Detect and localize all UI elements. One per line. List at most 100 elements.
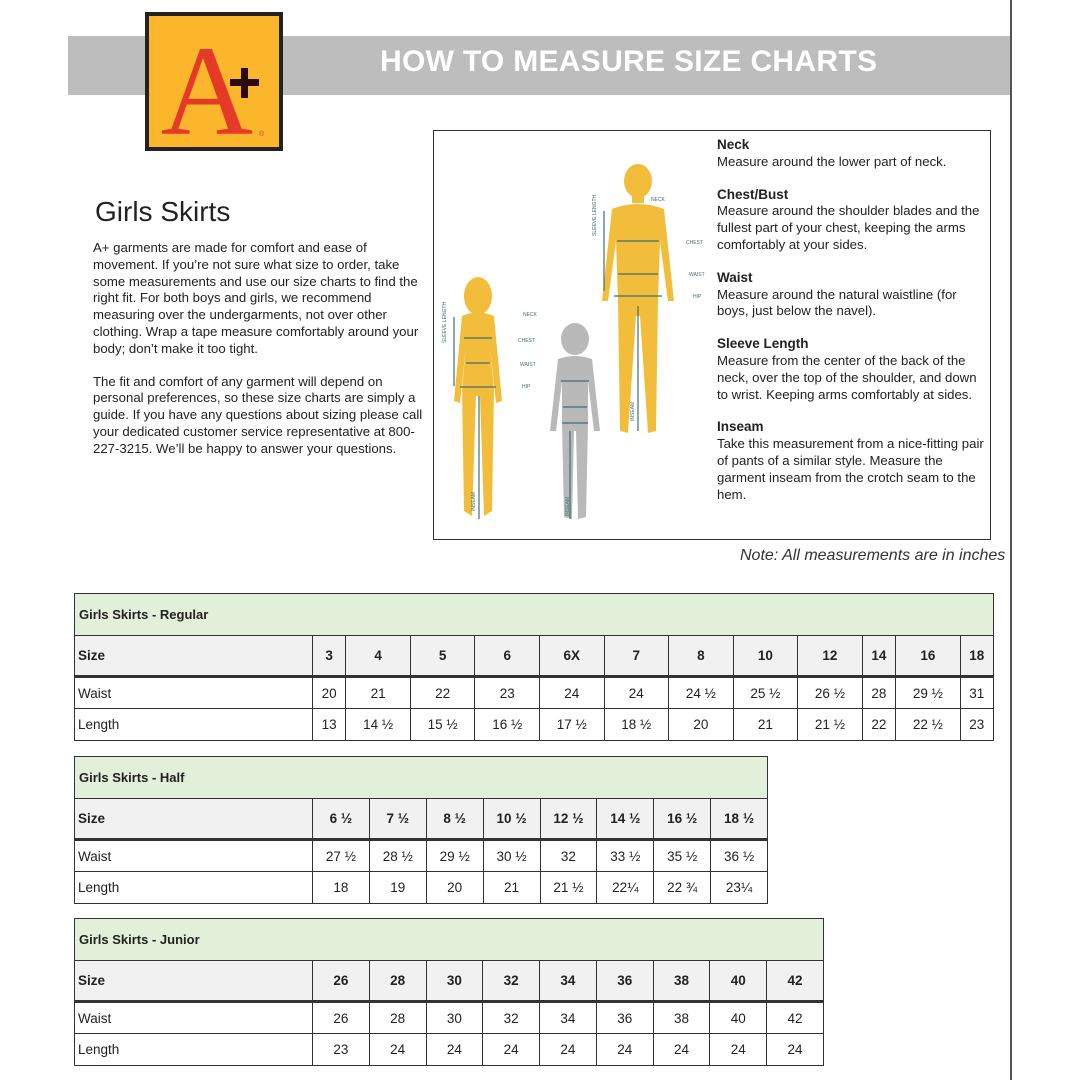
table-cell: 14 ½ [345, 708, 411, 741]
table-cell: 34 [539, 960, 597, 1003]
table-cell: 20 [311, 676, 347, 709]
table-cell: 19 [368, 871, 427, 904]
svg-text:HIP: HIP [522, 384, 531, 390]
row-label: Size [74, 798, 313, 841]
table-cell: 31 [959, 676, 995, 709]
table-cell: 40 [709, 960, 768, 1003]
size-table-regular: Girls Skirts - Regular Size 3 4 5 6 6X 7 8 10 12 14… [74, 593, 995, 741]
brand-logo: A ® [145, 12, 283, 162]
table-cell: 36 [595, 1001, 654, 1034]
table-cell: 23 [312, 1033, 370, 1066]
svg-text:WAIST: WAIST [520, 362, 536, 368]
row-label: Size [74, 960, 313, 1003]
table-cell: 21 [345, 676, 411, 709]
table-cell: 28 [861, 676, 897, 709]
table-cell: 21 ½ [539, 871, 598, 904]
svg-text:CHEST: CHEST [686, 240, 703, 246]
definition-text: Measure from the center of the back of t… [717, 352, 977, 402]
table-cell: 5 [409, 635, 476, 678]
table-cell: 12 ½ [539, 798, 598, 841]
table-row: Length 13 14 ½ 15 ½ 16 ½ 17 ½ 18 ½ 20 21 21 ½ 22 22… [74, 708, 995, 741]
table-cell: 22 ¾ [653, 871, 712, 904]
table-cell: 30 ½ [482, 839, 541, 872]
svg-text:SLEEVE LENGTH: SLEEVE LENGTH [592, 194, 598, 236]
table-cell: 18 ½ [603, 708, 670, 741]
definition-term: Neck [717, 137, 750, 152]
table-cell: 18 [312, 871, 370, 904]
table-cell: 7 [603, 635, 670, 678]
table-cell: 23 [474, 676, 540, 709]
table-cell: 24 [482, 1033, 541, 1066]
table-cell: 36 [595, 960, 654, 1003]
row-label: Waist [74, 839, 313, 872]
table-cell: 7 ½ [368, 798, 427, 841]
table-cell: 29 ½ [895, 676, 961, 709]
table-cell: 26 [312, 960, 370, 1003]
definition-sleeve: Sleeve Length Measure from the center of … [717, 336, 989, 403]
table-cell: 18 ½ [710, 798, 768, 841]
table-cell: 30 [425, 1001, 484, 1034]
table-cell: 8 ½ [425, 798, 484, 841]
table-title-row: Girls Skirts - Half [74, 756, 768, 799]
svg-text:SLEEVE LENGTH: SLEEVE LENGTH [442, 301, 448, 343]
row-label: Waist [74, 1001, 313, 1034]
table-cell: 22 ½ [895, 708, 961, 741]
table-cell: 23¼ [710, 871, 768, 904]
table-cell: 18 [959, 635, 995, 678]
table-cell: 15 ½ [409, 708, 476, 741]
table-cell: 34 [539, 1001, 597, 1034]
table-cell: 38 [652, 1001, 711, 1034]
table-cell: 10 ½ [482, 798, 541, 841]
table-cell: 28 [368, 960, 427, 1003]
table-cell: 6 [474, 635, 540, 678]
table-cell: 24 [766, 1033, 824, 1066]
table-row: Length 23 24 24 24 24 24 24 24 24 [74, 1033, 824, 1066]
table-cell: 40 [709, 1001, 768, 1034]
table-cell: 33 ½ [596, 839, 655, 872]
measurement-definitions: Neck Measure around the lower part of nec… [717, 137, 989, 519]
table-cell: 17 ½ [538, 708, 605, 741]
table-cell: 3 [311, 635, 347, 678]
table-cell: 28 ½ [368, 839, 427, 872]
table-cell: 24 [538, 676, 605, 709]
table-cell: 26 [312, 1001, 370, 1034]
table-row: Waist 26 28 30 32 34 36 38 40 42 [74, 1001, 824, 1034]
table-cell: 21 ½ [797, 708, 863, 741]
table-cell: 6X [538, 635, 605, 678]
table-cell: 16 ½ [474, 708, 540, 741]
definition-text: Measure around the lower part of neck. [717, 153, 947, 169]
definition-term: Waist [717, 269, 753, 285]
table-cell: 42 [766, 960, 824, 1003]
intro-paragraph: A+ garments are made for comfort and eas… [93, 240, 419, 356]
intro-text: A+ garments are made for comfort and eas… [93, 240, 425, 474]
table-cell: 6 ½ [312, 798, 370, 841]
table-cell: 26 ½ [797, 676, 863, 709]
definition-waist: Waist Measure around the natural waistlin… [717, 270, 989, 320]
table-cell: 24 ½ [668, 676, 734, 709]
svg-text:INSEAM: INSEAM [471, 492, 477, 511]
page-border [1010, 0, 1012, 1080]
table-row: Waist 27 ½ 28 ½ 29 ½ 30 ½ 32 33 ½ 35 ½ 36 ½ [74, 839, 768, 872]
table-cell: 8 [668, 635, 734, 678]
svg-text:®: ® [259, 130, 265, 138]
svg-text:INSEAM: INSEAM [565, 497, 571, 516]
table-row: Length 18 19 20 21 21 ½ 22¼ 22 ¾ 23¼ [74, 871, 768, 904]
table-cell: 30 [425, 960, 484, 1003]
svg-text:INSEAM: INSEAM [630, 402, 636, 421]
definition-term: Sleeve Length [717, 336, 809, 352]
table-cell: 14 ½ [596, 798, 655, 841]
table-cell: 36 ½ [710, 839, 768, 872]
table-cell: 23 [959, 708, 995, 741]
table-title: Girls Skirts - Half [74, 756, 768, 799]
table-row: Size 3 4 5 6 6X 7 8 10 12 14 16 18 [74, 635, 995, 678]
units-note: Note: All measurements are in inches [740, 547, 1006, 564]
svg-text:NECK: NECK [651, 197, 666, 203]
table-cell: 24 [368, 1033, 427, 1066]
table-cell: 4 [345, 635, 411, 678]
table-cell: 27 ½ [312, 839, 370, 872]
table-cell: 10 [732, 635, 799, 678]
table-cell: 22¼ [596, 871, 655, 904]
table-cell: 24 [709, 1033, 768, 1066]
table-cell: 16 ½ [653, 798, 712, 841]
